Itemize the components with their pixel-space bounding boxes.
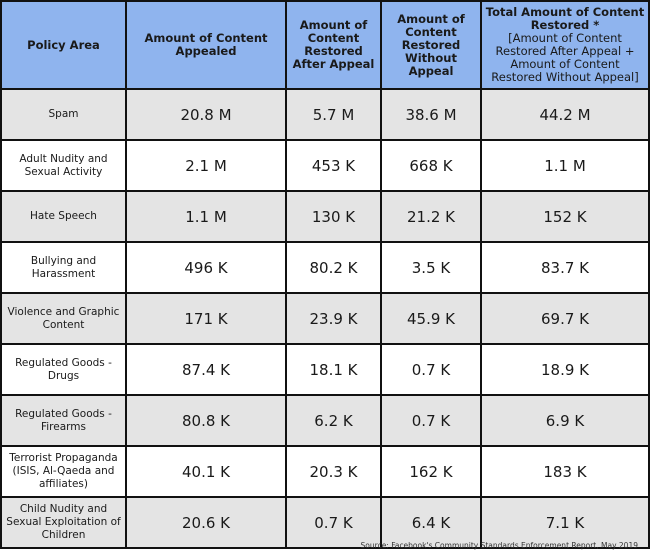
table-row: Regulated Goods - Firearms 80.8 K 6.2 K 0.7… bbox=[0, 396, 650, 447]
cell-total-restored: 18.9 K bbox=[482, 345, 650, 396]
source-note: Source: Facebook's Community Standards E… bbox=[360, 541, 638, 550]
cell-restored-without-appeal: 45.9 K bbox=[382, 294, 482, 345]
header-restored-without-appeal: Amount of Content Restored Without Appea… bbox=[382, 0, 482, 90]
cell-appealed: 40.1 K bbox=[127, 447, 287, 498]
table-row: Terrorist Propaganda (ISIS, Al-Qaeda and… bbox=[0, 447, 650, 498]
cell-restored-after-appeal: 20.3 K bbox=[287, 447, 382, 498]
cell-policy-area: Regulated Goods - Firearms bbox=[0, 396, 127, 447]
cell-restored-without-appeal: 0.7 K bbox=[382, 396, 482, 447]
cell-restored-after-appeal: 5.7 M bbox=[287, 90, 382, 141]
cell-policy-area: Violence and Graphic Content bbox=[0, 294, 127, 345]
cell-restored-after-appeal: 453 K bbox=[287, 141, 382, 192]
cell-appealed: 87.4 K bbox=[127, 345, 287, 396]
cell-policy-area: Spam bbox=[0, 90, 127, 141]
table-row: Regulated Goods - Drugs 87.4 K 18.1 K 0.7 K… bbox=[0, 345, 650, 396]
cell-total-restored: 152 K bbox=[482, 192, 650, 243]
cell-appealed: 80.8 K bbox=[127, 396, 287, 447]
header-total-restored: Total Amount of Content Restored * [Amou… bbox=[482, 0, 650, 90]
cell-restored-after-appeal: 130 K bbox=[287, 192, 382, 243]
cell-restored-without-appeal: 668 K bbox=[382, 141, 482, 192]
cell-policy-area: Adult Nudity and Sexual Activity bbox=[0, 141, 127, 192]
cell-restored-after-appeal: 6.2 K bbox=[287, 396, 382, 447]
table-row: Hate Speech 1.1 M 130 K 21.2 K 152 K bbox=[0, 192, 650, 243]
cell-policy-area: Hate Speech bbox=[0, 192, 127, 243]
cell-policy-area: Regulated Goods - Drugs bbox=[0, 345, 127, 396]
cell-restored-without-appeal: 6.4 K bbox=[382, 498, 482, 549]
header-total-restored-title: Total Amount of Content Restored * bbox=[485, 5, 645, 32]
cell-appealed: 496 K bbox=[127, 243, 287, 294]
header-appealed: Amount of Content Appealed bbox=[127, 0, 287, 90]
cell-total-restored: 1.1 M bbox=[482, 141, 650, 192]
cell-policy-area: Bullying and Harassment bbox=[0, 243, 127, 294]
cell-total-restored: 7.1 K bbox=[482, 498, 650, 549]
table-row: Spam 20.8 M 5.7 M 38.6 M 44.2 M bbox=[0, 90, 650, 141]
cell-total-restored: 83.7 K bbox=[482, 243, 650, 294]
cell-restored-after-appeal: 80.2 K bbox=[287, 243, 382, 294]
cell-restored-after-appeal: 0.7 K bbox=[287, 498, 382, 549]
cell-appealed: 20.6 K bbox=[127, 498, 287, 549]
table-body: Spam 20.8 M 5.7 M 38.6 M 44.2 M Adult Nudity … bbox=[0, 90, 650, 549]
cell-restored-without-appeal: 162 K bbox=[382, 447, 482, 498]
table-row: Adult Nudity and Sexual Activity 2.1 M 453… bbox=[0, 141, 650, 192]
cell-appealed: 1.1 M bbox=[127, 192, 287, 243]
cell-restored-without-appeal: 0.7 K bbox=[382, 345, 482, 396]
header-restored-after-appeal: Amount of Content Restored After Appeal bbox=[287, 0, 382, 90]
cell-restored-after-appeal: 18.1 K bbox=[287, 345, 382, 396]
cell-appealed: 171 K bbox=[127, 294, 287, 345]
cell-total-restored: 69.7 K bbox=[482, 294, 650, 345]
cell-total-restored: 44.2 M bbox=[482, 90, 650, 141]
cell-total-restored: 183 K bbox=[482, 447, 650, 498]
cell-appealed: 2.1 M bbox=[127, 141, 287, 192]
cell-policy-area: Child Nudity and Sexual Exploitation of … bbox=[0, 498, 127, 549]
header-policy-area: Policy Area bbox=[0, 0, 127, 90]
cell-restored-without-appeal: 38.6 M bbox=[382, 90, 482, 141]
cell-restored-without-appeal: 21.2 K bbox=[382, 192, 482, 243]
cell-restored-after-appeal: 23.9 K bbox=[287, 294, 382, 345]
cell-policy-area: Terrorist Propaganda (ISIS, Al-Qaeda and… bbox=[0, 447, 127, 498]
table-header-row: Policy Area Amount of Content Appealed A… bbox=[0, 0, 650, 90]
cell-restored-without-appeal: 3.5 K bbox=[382, 243, 482, 294]
header-total-restored-note: [Amount of Content Restored After Appeal… bbox=[491, 31, 639, 84]
table-row: Child Nudity and Sexual Exploitation of … bbox=[0, 498, 650, 549]
cell-appealed: 20.8 M bbox=[127, 90, 287, 141]
cell-total-restored: 6.9 K bbox=[482, 396, 650, 447]
